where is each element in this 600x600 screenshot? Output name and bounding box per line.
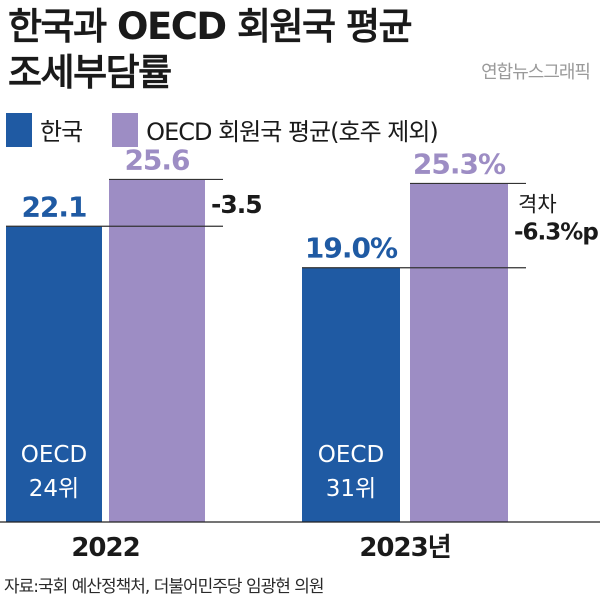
gap-label-title-1: 격차 [518, 192, 557, 216]
rank-label-org-0: OECD [21, 442, 87, 468]
value-label-korea-1: 19.0% [305, 232, 398, 265]
gap-label-value-1: -6.3%p [514, 219, 598, 245]
legend: 한국 OECD 회원국 평균(호주 제외) [6, 112, 468, 147]
chart-title: 한국과 OECD 회원국 평균 조세부담률 [8, 4, 413, 96]
gap-label-0: -3.5 [211, 190, 262, 219]
category-label-0: 2022 [71, 533, 139, 563]
bar-oecd-0 [109, 179, 205, 522]
title-line-1: 한국과 OECD 회원국 평균 [8, 5, 413, 48]
category-label-1: 2023년 [359, 533, 450, 563]
legend-swatch-korea [6, 112, 32, 147]
bar-korea-0 [6, 226, 102, 522]
value-label-oecd-0: 25.6 [124, 143, 189, 176]
bar-korea-1 [302, 267, 400, 522]
rank-label-place-0: 24위 [29, 476, 79, 502]
legend-item-oecd: OECD 회원국 평균(호주 제외) [112, 112, 439, 147]
credit: 연합뉴스그래픽 [481, 62, 591, 83]
rank-label-org-1: OECD [318, 442, 384, 468]
value-label-korea-0: 22.1 [21, 190, 86, 223]
bar-oecd-1 [410, 183, 508, 522]
title-line-2: 조세부담률 [8, 51, 172, 94]
legend-swatch-oecd [112, 112, 139, 147]
legend-item-korea: 한국 [6, 112, 83, 147]
rank-label-place-1: 31위 [326, 476, 376, 502]
value-label-oecd-1: 25.3% [413, 147, 506, 180]
legend-label-korea: 한국 [40, 118, 83, 146]
source-note: 자료:국회 예산정책처, 더불어민주당 임광현 의원 [4, 577, 325, 597]
legend-label-oecd: OECD 회원국 평균(호주 제외) [146, 118, 439, 146]
